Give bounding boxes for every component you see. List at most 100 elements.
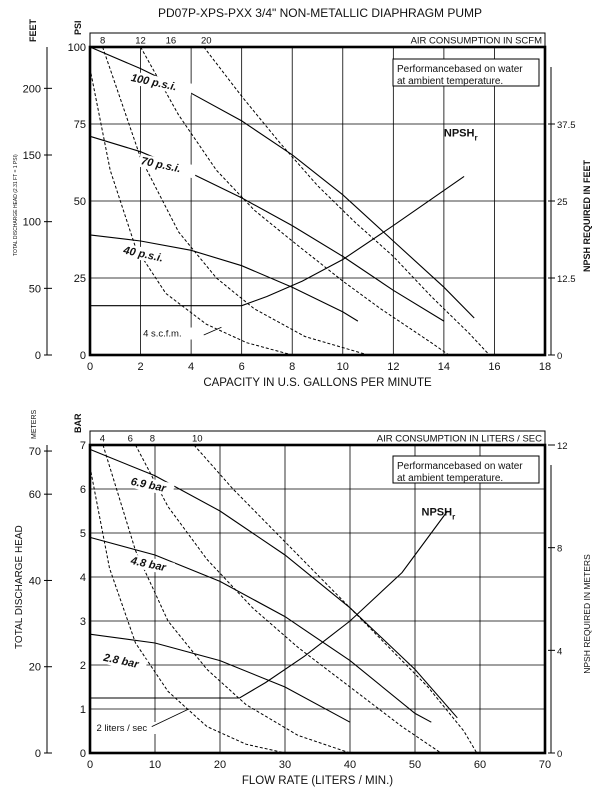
air-tick-label: 4 <box>100 434 105 445</box>
npsh-label-sub: r <box>474 133 477 142</box>
y-tick-label: 2 <box>80 660 86 672</box>
x-tick-label: 4 <box>188 361 194 373</box>
y-tick-label: 0 <box>80 350 86 362</box>
curve-label: 6.9 bar <box>130 476 168 495</box>
x-tick-label: 2 <box>137 361 143 373</box>
npsh-right-axis-title: NPSH REQUIRED IN METERS <box>582 554 592 674</box>
x-tick-label: 10 <box>149 759 161 771</box>
air-tick-label: 8 <box>150 434 155 445</box>
y-tick-label: 50 <box>74 196 86 208</box>
npsh-label: NPSHr <box>444 127 478 142</box>
npsh-right-tick-label: 4 <box>557 646 562 657</box>
npsh-curve <box>90 510 448 699</box>
plot-frame <box>88 45 547 357</box>
air-tick-label: 6 <box>128 434 133 445</box>
air-curve-leader <box>203 326 222 336</box>
x-tick-label: 30 <box>279 759 291 771</box>
npsh-right-tick-label: 25 <box>557 197 568 208</box>
y-tick-label: 4 <box>80 572 86 584</box>
secondary-left-tick-label: 150 <box>23 150 41 162</box>
secondary-left-axis-title: TOTAL DISCHARGE HEAD (2.31 FT = 1 PSI) <box>13 154 19 256</box>
air-consumption-curve <box>203 46 490 356</box>
pressure-curve <box>89 448 458 719</box>
air-tick-label: 8 <box>100 36 105 47</box>
note-box <box>392 455 540 484</box>
x-axis-title: CAPACITY IN U.S. GALLONS PER MINUTE <box>203 377 432 389</box>
pressure-curve <box>89 46 475 319</box>
secondary-left-unit: FEET <box>28 18 38 42</box>
npsh-right-tick-label: 0 <box>557 749 562 760</box>
y-tick-label: 0 <box>80 748 86 760</box>
air-tick-label: 20 <box>201 36 212 47</box>
npsh-label: NPSHr <box>422 506 456 521</box>
secondary-left-tick-label: 50 <box>29 283 41 295</box>
secondary-left-tick-label: 40 <box>29 575 41 587</box>
x-tick-label: 60 <box>474 759 486 771</box>
curve-label-bg <box>120 243 180 268</box>
pressure-curve <box>89 536 432 723</box>
note-box <box>392 58 540 87</box>
air-consumption-curve <box>135 444 442 754</box>
x-axis-title: FLOW RATE (LITERS / MIN.) <box>242 775 393 787</box>
air-curve-label-bg <box>94 722 169 734</box>
pressure-curve <box>89 135 445 322</box>
air-consumption-curve <box>89 466 286 754</box>
curve-label-bg <box>127 70 194 97</box>
x-tick-label: 0 <box>87 361 93 373</box>
npsh-curve <box>90 175 465 307</box>
y-tick-label: 7 <box>80 440 86 452</box>
secondary-left-tick-label: 60 <box>29 489 41 501</box>
secondary-left-tick-label: 200 <box>23 83 41 95</box>
y-tick-label: 75 <box>74 119 86 131</box>
npsh-right-tick-label: 37.5 <box>557 120 576 131</box>
secondary-left-tick-label: 0 <box>35 350 41 362</box>
x-tick-label: 20 <box>214 759 226 771</box>
secondary-left-tick-label: 0 <box>35 748 41 760</box>
y-tick-label: 5 <box>80 528 86 540</box>
curve-label: 70 p.s.i. <box>140 155 182 175</box>
air-curve-label: 4 s.c.f.m. <box>143 329 182 340</box>
npsh-right-tick-label: 0 <box>557 351 562 362</box>
x-tick-label: 14 <box>438 361 450 373</box>
secondary-left-tick-label: 20 <box>29 662 41 674</box>
y-tick-label: 25 <box>74 273 86 285</box>
npsh-right-tick-label: 8 <box>557 544 562 555</box>
secondary-left-axis-title: TOTAL DISCHARGE HEAD <box>14 525 25 649</box>
npsh-right-tick-label: 12 <box>557 441 568 452</box>
y-unit-label: BAR <box>73 413 83 433</box>
curve-label-bg <box>100 650 148 673</box>
npsh-right-tick-label: 12.5 <box>557 274 576 285</box>
x-tick-label: 40 <box>344 759 356 771</box>
air-consumption-title: AIR CONSUMPTION IN SCFM <box>411 36 543 47</box>
npsh-label-main: NPSH <box>422 506 453 518</box>
y-tick-label: 100 <box>68 42 86 54</box>
x-tick-label: 10 <box>337 361 349 373</box>
npsh-label-sub: r <box>452 512 455 521</box>
air-curve-label-bg <box>141 327 196 340</box>
air-tick-label: 16 <box>166 36 177 47</box>
air-tick-label: 10 <box>192 434 203 445</box>
note-text: Performancebased on water <box>397 461 523 472</box>
note-text: Performancebased on water <box>397 64 523 75</box>
air-consumption-curve <box>89 68 293 356</box>
air-curve-label: 2 liters / sec <box>97 723 148 734</box>
pressure-curve <box>89 633 351 723</box>
note-text: at ambient temperature. <box>397 473 503 484</box>
x-tick-label: 70 <box>539 759 551 771</box>
x-tick-label: 16 <box>488 361 500 373</box>
x-tick-label: 6 <box>239 361 245 373</box>
curve-label-bg <box>127 474 175 497</box>
curve-label-bg <box>137 153 198 179</box>
x-tick-label: 18 <box>539 361 551 373</box>
plot-frame <box>88 443 547 755</box>
npsh-label-main: NPSH <box>444 127 475 139</box>
npsh-right-axis-title: NPSH REQUIRED IN FEET <box>582 159 592 272</box>
secondary-left-unit: METERS <box>31 410 38 440</box>
y-tick-label: 3 <box>80 616 86 628</box>
curve-label: 2.8 bar <box>101 652 140 671</box>
air-consumption-title: AIR CONSUMPTION IN LITERS / SEC <box>377 434 542 445</box>
x-tick-label: 8 <box>289 361 295 373</box>
note-text: at ambient temperature. <box>397 76 503 87</box>
y-tick-label: 6 <box>80 484 86 496</box>
